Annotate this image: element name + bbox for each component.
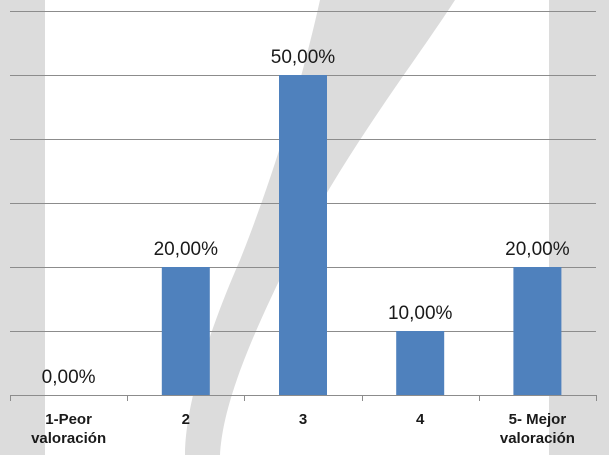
x-axis-ticks	[10, 395, 597, 401]
bar	[396, 331, 445, 395]
bar	[279, 75, 327, 395]
x-axis-tick-labels: 1-Peor valoración 2 3 4 5- Mejor valoración	[31, 411, 575, 447]
backdrop-shape-right	[549, 0, 609, 455]
x-tick-label: 1-Peor valoración	[31, 411, 106, 447]
backdrop-shape-left	[0, 0, 45, 455]
x-tick-label: 3	[299, 411, 307, 428]
data-label: 0,00%	[42, 367, 96, 388]
data-label: 10,00%	[388, 303, 453, 324]
data-label: 50,00%	[271, 47, 336, 68]
x-tick-label: 4	[416, 411, 425, 428]
data-labels: 0,00% 20,00% 50,00% 10,00% 20,00%	[42, 47, 570, 388]
bar	[513, 267, 562, 395]
bar	[161, 267, 210, 395]
x-tick-label: 5- Mejor valoración	[500, 411, 575, 447]
data-label: 20,00%	[505, 239, 570, 260]
x-tick-label: 2	[182, 411, 190, 428]
bars	[161, 75, 562, 395]
data-label: 20,00%	[154, 239, 219, 260]
